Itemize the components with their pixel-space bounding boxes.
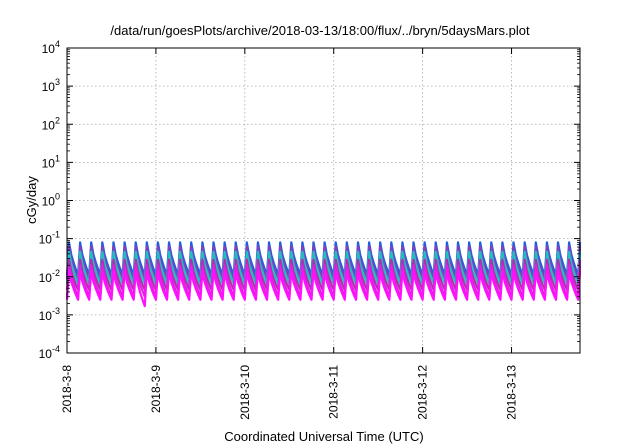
x-tick-label: 2018-3-13	[505, 365, 519, 420]
x-axis-label: Coordinated Universal Time (UTC)	[224, 429, 423, 444]
y-axis-label: cGy/day	[24, 176, 39, 224]
x-tick-label: 2018-3-8	[60, 365, 74, 413]
y-tick-label: 10-4	[39, 344, 60, 361]
x-tick-label: 2018-3-11	[327, 365, 341, 419]
y-tick-label: 101	[42, 153, 60, 170]
y-tick-label: 104	[42, 39, 60, 56]
x-tick-label: 2018-3-10	[238, 365, 252, 420]
x-ticks: 2018-3-8 2018-3-9 2018-3-10 2018-3-11 2018-3…	[60, 48, 519, 420]
series-line	[65, 270, 582, 308]
y-tick-label: 10-3	[39, 306, 60, 323]
y-tick-label: 103	[42, 77, 60, 94]
chart-title: /data/run/goesPlots/archive/2018-03-13/1…	[110, 23, 530, 38]
y-tick-label: 100	[42, 192, 60, 209]
y-tick-label: 102	[42, 115, 60, 132]
series-layer	[65, 241, 582, 308]
y-tick-label: 10-2	[39, 268, 60, 285]
grid	[67, 48, 580, 353]
x-tick-label: 2018-3-9	[149, 365, 163, 413]
x-tick-label: 2018-3-12	[416, 365, 430, 420]
y-tick-label: 10-1	[39, 230, 60, 247]
y-ticks: 10-4 10-3 10-2 10-1 100 101 102 103 104	[39, 39, 580, 361]
